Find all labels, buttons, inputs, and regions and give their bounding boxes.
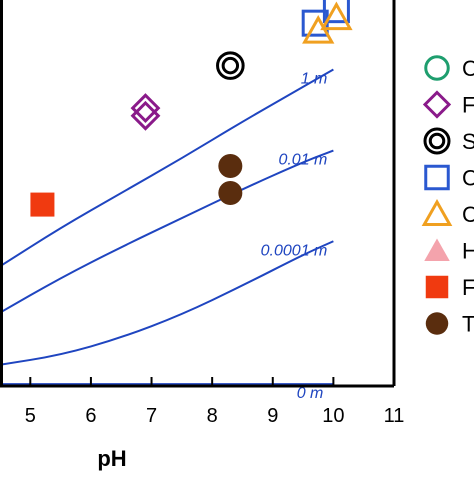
x-ticks: 5 6 7 8 9 10 11: [25, 377, 405, 427]
data-point-square-open-2-1: [322, 0, 350, 24]
legend-label-0: C: [462, 56, 474, 81]
data-point-circle-filled-5-0: [218, 153, 243, 178]
points-layer: [30, 0, 353, 217]
axes-layer: [0, 0, 396, 388]
legend-label-6: F: [462, 275, 474, 300]
legend-marker-5: [424, 238, 450, 261]
legend-marker-0: [424, 55, 450, 81]
x-tick-label-6: 6: [85, 405, 96, 427]
curve-label-0-m: 0 m: [297, 385, 324, 402]
legend-marker-3: [424, 164, 450, 191]
data-point-circle-filled-5-1: [218, 181, 243, 205]
x-tick-label-7: 7: [146, 405, 157, 427]
curve-0-01-m: [0, 149, 334, 314]
legend-label-5: H: [462, 239, 474, 264]
legend-label-3: C: [462, 166, 474, 191]
x-tick-label-9: 9: [267, 405, 278, 427]
curve-label-1-m: 1 m: [301, 70, 328, 87]
data-point-diamond-open-0-1: [130, 100, 161, 131]
x-tick-label-5: 5: [25, 405, 36, 427]
curve-label-0-0001-m: 0.0001 m: [261, 242, 328, 259]
legend-marker-7: [425, 312, 449, 335]
legend-label-4: C: [462, 202, 474, 227]
data-point-double-circle-open-1-0: [216, 51, 245, 80]
curve-1-m: [0, 68, 334, 268]
legend-label-2: S: [462, 129, 474, 154]
legend-marker-1: [422, 90, 452, 119]
data-point-square-filled-4-0: [30, 192, 55, 217]
data-point-diamond-open-0-0: [130, 93, 161, 124]
legend-marker-4: [421, 198, 453, 226]
data-point-triangle-open-3-1: [320, 1, 353, 31]
curve-0-0001-m: [0, 240, 334, 366]
x-axis-label: pH: [97, 446, 126, 471]
x-tick-label-8: 8: [207, 405, 218, 427]
legend-marker-6: [425, 275, 449, 299]
curves-layer: 1 m 0.01 m 0.0001 m 0 m: [0, 68, 334, 402]
legend-label-1: F: [462, 93, 474, 118]
x-tick-label-11: 11: [384, 405, 405, 427]
data-point-triangle-open-3-0: [302, 15, 335, 44]
legend-label-7: T: [462, 312, 474, 337]
curve-label-0-01-m: 0.01 m: [278, 152, 327, 169]
x-tick-label-10: 10: [322, 405, 344, 427]
legend-marker-2: [423, 127, 451, 155]
